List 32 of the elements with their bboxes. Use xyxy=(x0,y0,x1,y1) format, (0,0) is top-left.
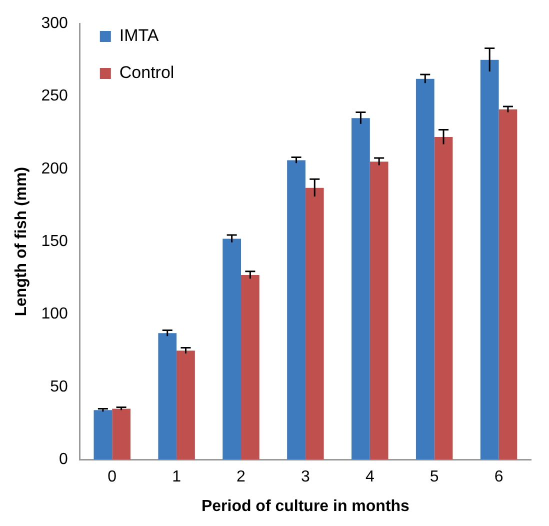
bar xyxy=(370,162,388,460)
legend-label: Control xyxy=(119,63,174,82)
x-tick-label: 3 xyxy=(300,468,310,486)
bar xyxy=(222,238,242,460)
x-tick-label: 6 xyxy=(494,468,504,486)
y-tick-label: 100 xyxy=(41,306,68,323)
y-tick-label: 150 xyxy=(41,233,68,250)
x-tick-label: 0 xyxy=(108,468,117,486)
x-tick-label: 1 xyxy=(172,468,182,486)
bar xyxy=(305,188,324,460)
bar xyxy=(416,78,434,460)
bar xyxy=(176,350,195,460)
bar xyxy=(498,109,518,460)
y-tick-label: 0 xyxy=(58,451,68,468)
bar xyxy=(434,136,453,460)
bar xyxy=(352,118,370,460)
y-axis-title: Length of fish (mm) xyxy=(13,166,30,316)
y-tick-label: 250 xyxy=(41,88,68,105)
bar xyxy=(94,410,112,460)
x-axis-title: Period of culture in months xyxy=(201,498,410,515)
bar xyxy=(287,160,306,460)
bar xyxy=(241,275,260,460)
x-tick-label: 4 xyxy=(365,468,374,486)
y-tick-label: 200 xyxy=(41,160,68,178)
bar xyxy=(158,333,177,460)
x-tick-label: 2 xyxy=(236,468,246,486)
y-tick-label: 50 xyxy=(50,378,68,396)
legend-label: IMTA xyxy=(119,26,160,46)
x-tick-label: 5 xyxy=(430,468,439,486)
bar xyxy=(480,60,499,460)
y-tick-label: 300 xyxy=(41,15,68,32)
bar xyxy=(112,408,130,460)
